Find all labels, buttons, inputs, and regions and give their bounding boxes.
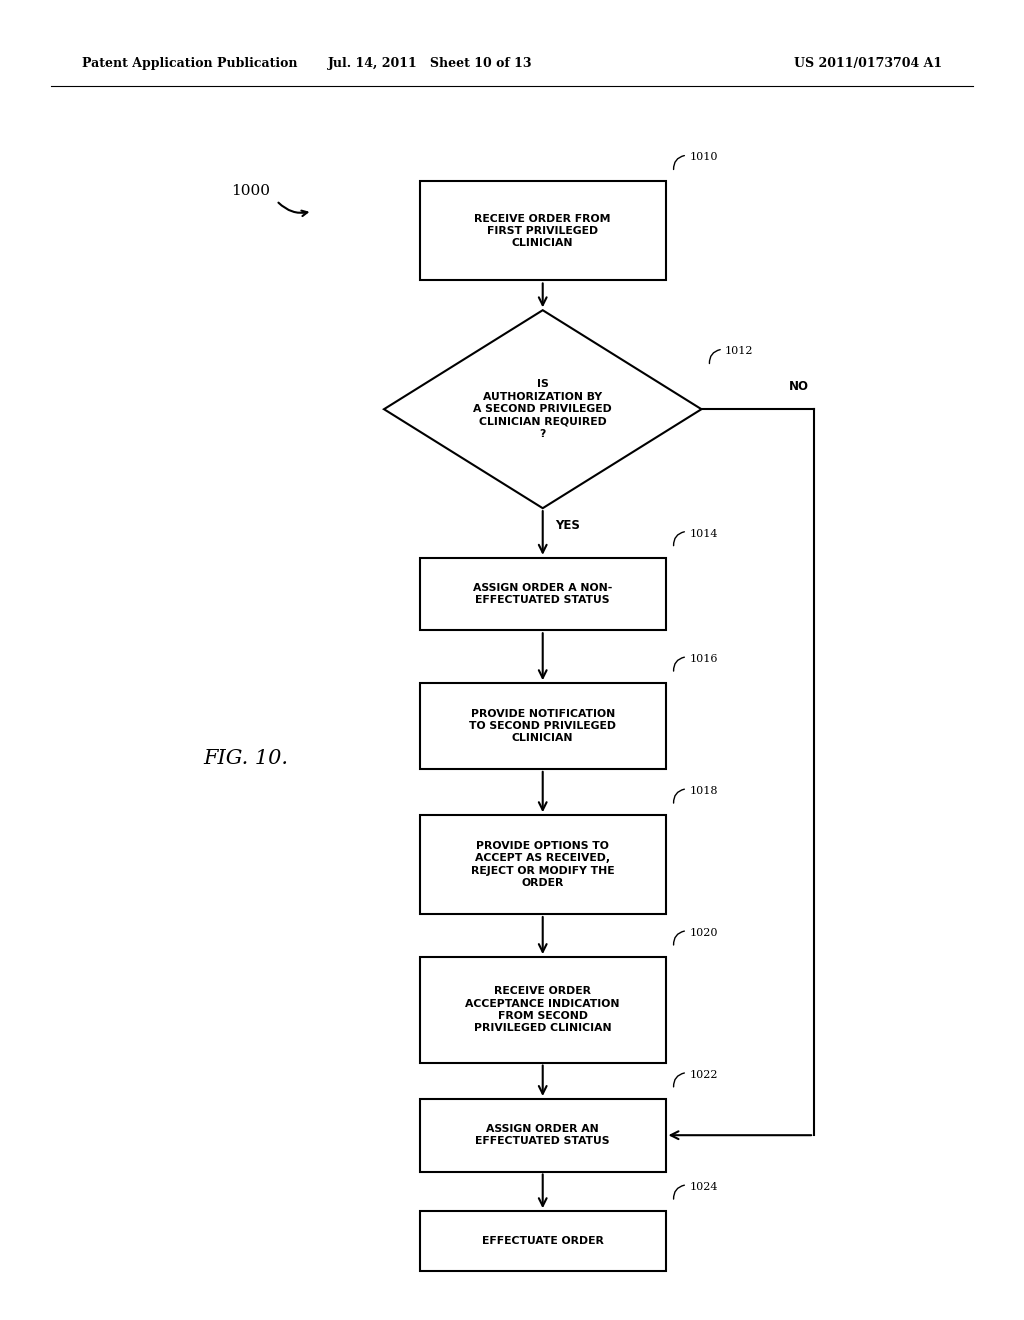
Text: RECEIVE ORDER
ACCEPTANCE INDICATION
FROM SECOND
PRIVILEGED CLINICIAN: RECEIVE ORDER ACCEPTANCE INDICATION FROM…	[466, 986, 620, 1034]
FancyBboxPatch shape	[420, 557, 666, 630]
Text: 1014: 1014	[689, 528, 718, 539]
Text: US 2011/0173704 A1: US 2011/0173704 A1	[794, 57, 942, 70]
Text: 1012: 1012	[725, 346, 754, 356]
Text: 1024: 1024	[689, 1183, 718, 1192]
Text: Patent Application Publication: Patent Application Publication	[82, 57, 297, 70]
Text: RECEIVE ORDER FROM
FIRST PRIVILEGED
CLINICIAN: RECEIVE ORDER FROM FIRST PRIVILEGED CLIN…	[474, 214, 611, 248]
Text: ASSIGN ORDER AN
EFFECTUATED STATUS: ASSIGN ORDER AN EFFECTUATED STATUS	[475, 1125, 610, 1146]
FancyBboxPatch shape	[420, 1098, 666, 1172]
Text: 1000: 1000	[231, 185, 270, 198]
FancyBboxPatch shape	[420, 1212, 666, 1270]
Text: 1022: 1022	[689, 1069, 718, 1080]
Text: PROVIDE OPTIONS TO
ACCEPT AS RECEIVED,
REJECT OR MODIFY THE
ORDER: PROVIDE OPTIONS TO ACCEPT AS RECEIVED, R…	[471, 841, 614, 888]
Text: FIG. 10.: FIG. 10.	[203, 750, 289, 768]
Text: YES: YES	[555, 519, 580, 532]
Text: EFFECTUATE ORDER: EFFECTUATE ORDER	[481, 1236, 604, 1246]
Text: PROVIDE NOTIFICATION
TO SECOND PRIVILEGED
CLINICIAN: PROVIDE NOTIFICATION TO SECOND PRIVILEGE…	[469, 709, 616, 743]
FancyBboxPatch shape	[420, 684, 666, 768]
Text: 1010: 1010	[689, 153, 718, 162]
FancyBboxPatch shape	[420, 181, 666, 281]
FancyBboxPatch shape	[420, 814, 666, 913]
Text: NO: NO	[788, 380, 809, 393]
Text: IS
AUTHORIZATION BY
A SECOND PRIVILEGED
CLINICIAN REQUIRED
?: IS AUTHORIZATION BY A SECOND PRIVILEGED …	[473, 379, 612, 440]
Text: 1018: 1018	[689, 787, 718, 796]
Polygon shape	[384, 310, 701, 508]
Text: 1016: 1016	[689, 655, 718, 664]
Text: ASSIGN ORDER A NON-
EFFECTUATED STATUS: ASSIGN ORDER A NON- EFFECTUATED STATUS	[473, 583, 612, 605]
Text: Jul. 14, 2011   Sheet 10 of 13: Jul. 14, 2011 Sheet 10 of 13	[328, 57, 532, 70]
FancyBboxPatch shape	[420, 957, 666, 1063]
Text: 1020: 1020	[689, 928, 718, 939]
